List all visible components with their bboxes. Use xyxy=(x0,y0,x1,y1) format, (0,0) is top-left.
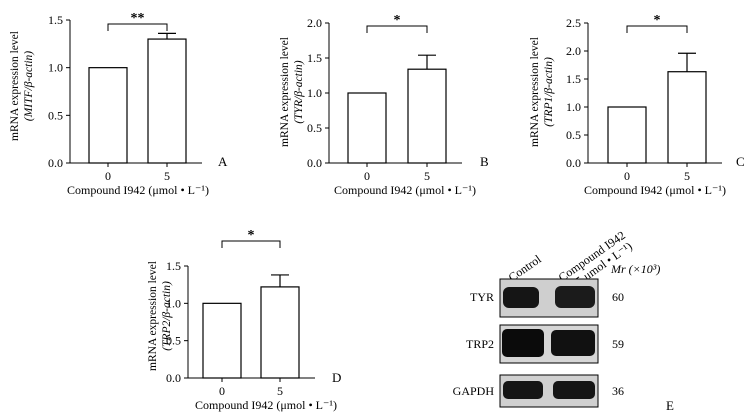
panel-d-xtick-label: 0 xyxy=(219,384,225,398)
panel-b-significance-label: * xyxy=(394,13,401,28)
panel-c-label: C xyxy=(736,154,745,169)
panel-c-ylabel2: (TRP1/β-actin) xyxy=(543,57,555,127)
panel-b-xtick-label: 0 xyxy=(364,169,370,183)
panel-c-ytick-label: 0.0 xyxy=(566,156,581,170)
panel-a: mRNA expression level (MITF/β-actin) Com… xyxy=(9,31,228,197)
panel-a-ytick-label: 1.0 xyxy=(48,61,63,75)
panel-c-xtick-label: 5 xyxy=(684,169,690,183)
panel-b-ylabel: mRNA expression level xyxy=(279,37,291,147)
panel-d-bar xyxy=(260,286,300,379)
panel-d-ytick-label: 0.0 xyxy=(166,371,181,385)
panel-c-significance-label: * xyxy=(654,13,661,28)
panel-c: mRNA expression level (TRP1/β-actin) Com… xyxy=(529,37,745,197)
panel-d-label: D xyxy=(332,370,341,385)
panel-b-label: B xyxy=(480,154,489,169)
panel-c-xlabel: Compound I942 (μmol • L⁻¹) xyxy=(584,183,726,197)
blot-protein-gapdh: GAPDH xyxy=(453,384,495,398)
blot-row-gapdh: GAPDH 36 xyxy=(453,374,624,408)
panel-a-ytick-label: 0.5 xyxy=(48,108,63,122)
panel-b-bar xyxy=(347,92,387,164)
blot-band-trp2-control xyxy=(502,329,544,357)
panel-a-ytick-label: 1.5 xyxy=(48,13,63,27)
blot-row-tyr: TYR 60 xyxy=(470,278,624,318)
panel-e-label: E xyxy=(666,398,674,413)
panel-d-significance-label: * xyxy=(248,228,255,243)
panel-a-bar xyxy=(88,67,128,164)
panel-c-plot: 0.0 0.5 1.0 1.5 2.0 2.5 0 5 * xyxy=(566,13,722,183)
panel-b-xlabel: Compound I942 (μmol • L⁻¹) xyxy=(334,183,476,197)
panel-b-ytick-label: 0.5 xyxy=(307,121,322,135)
panel-a-ytick-label: 0.0 xyxy=(48,156,63,170)
panel-c-ytick-label: 2.0 xyxy=(566,44,581,58)
panel-b-ytick-label: 0.0 xyxy=(307,156,322,170)
panel-a-bar xyxy=(147,38,187,164)
panel-b-ytick-label: 1.0 xyxy=(307,86,322,100)
panel-d-ylabel: mRNA expression level xyxy=(147,261,159,371)
panel-c-xtick-label: 0 xyxy=(624,169,630,183)
blot-protein-tyr: TYR xyxy=(470,290,494,304)
blot-protein-trp2: TRP2 xyxy=(466,337,494,351)
panel-c-ytick-label: 1.5 xyxy=(566,72,581,86)
panel-d-xtick-label: 5 xyxy=(277,384,283,398)
panel-a-ylabel2: (MITF/β-actin) xyxy=(23,51,35,121)
panel-d-ytick-label: 1.5 xyxy=(166,259,181,273)
panel-a-significance-bracket xyxy=(107,23,168,31)
blot-row-trp2: TRP2 59 xyxy=(466,324,624,364)
panel-b-xtick-label: 5 xyxy=(424,169,430,183)
panel-a-xtick-label: 0 xyxy=(105,169,111,183)
blot-band-gapdh-control xyxy=(503,381,543,399)
blot-mr-label: Mr (×10³) xyxy=(610,262,660,276)
panel-c-ytick-label: 2.5 xyxy=(566,16,581,30)
panel-b: mRNA expression level (TYR/β-actin) Comp… xyxy=(279,37,489,197)
panel-a-xlabel: Compound I942 (μmol • L⁻¹) xyxy=(67,183,209,197)
panel-a-significance-label: ** xyxy=(131,11,145,26)
panel-b-bar xyxy=(407,68,447,164)
blot-mr-gapdh: 36 xyxy=(612,384,624,398)
panel-d-bar xyxy=(202,302,242,379)
blot-band-tyr-control xyxy=(503,287,539,308)
panel-d: mRNA expression level (TRP2/β-actin) Com… xyxy=(147,261,341,412)
blot-band-tyr-treatment xyxy=(555,286,595,308)
panel-a-label: A xyxy=(218,154,228,169)
blot-mr-tyr: 60 xyxy=(612,290,624,304)
panel-d-xlabel: Compound I942 (μmol • L⁻¹) xyxy=(195,398,337,412)
panel-c-ylabel: mRNA expression level xyxy=(529,37,541,147)
panel-b-ylabel2: (TYR/β-actin) xyxy=(293,60,305,123)
panel-b-ytick-label: 1.5 xyxy=(307,51,322,65)
panel-a-xtick-label: 5 xyxy=(164,169,170,183)
panel-d-ylabel2: (TRP2/β-actin) xyxy=(161,281,173,351)
panel-c-significance-bracket xyxy=(626,25,688,33)
blot-band-trp2-treatment xyxy=(551,330,595,356)
panel-d-plot: 0.0 0.5 1.0 1.5 0 5 * xyxy=(166,228,315,398)
panel-d-significance-bracket xyxy=(221,240,281,248)
blot-band-gapdh-treatment xyxy=(553,381,595,399)
panel-a-plot: 0.0 0.5 1.0 1.5 0 5 ** xyxy=(48,11,202,183)
panel-c-ytick-label: 0.5 xyxy=(566,128,581,142)
panel-d-ytick-label: 1.0 xyxy=(166,296,181,310)
panel-b-significance-bracket xyxy=(366,25,428,33)
panel-a-ylabel: mRNA expression level xyxy=(9,31,21,141)
panel-c-ytick-label: 1.0 xyxy=(566,100,581,114)
panel-d-ytick-label: 0.5 xyxy=(166,334,181,348)
panel-b-plot: 0.0 0.5 1.0 1.5 2.0 0 5 * xyxy=(307,13,462,183)
panel-c-bar xyxy=(667,71,707,164)
panel-c-bar xyxy=(607,106,647,164)
blot-mr-trp2: 59 xyxy=(612,337,624,351)
panel-b-ytick-label: 2.0 xyxy=(307,16,322,30)
panel-e-blot: Control Compound I942 (5 μmol • L⁻¹) Mr … xyxy=(453,228,674,413)
